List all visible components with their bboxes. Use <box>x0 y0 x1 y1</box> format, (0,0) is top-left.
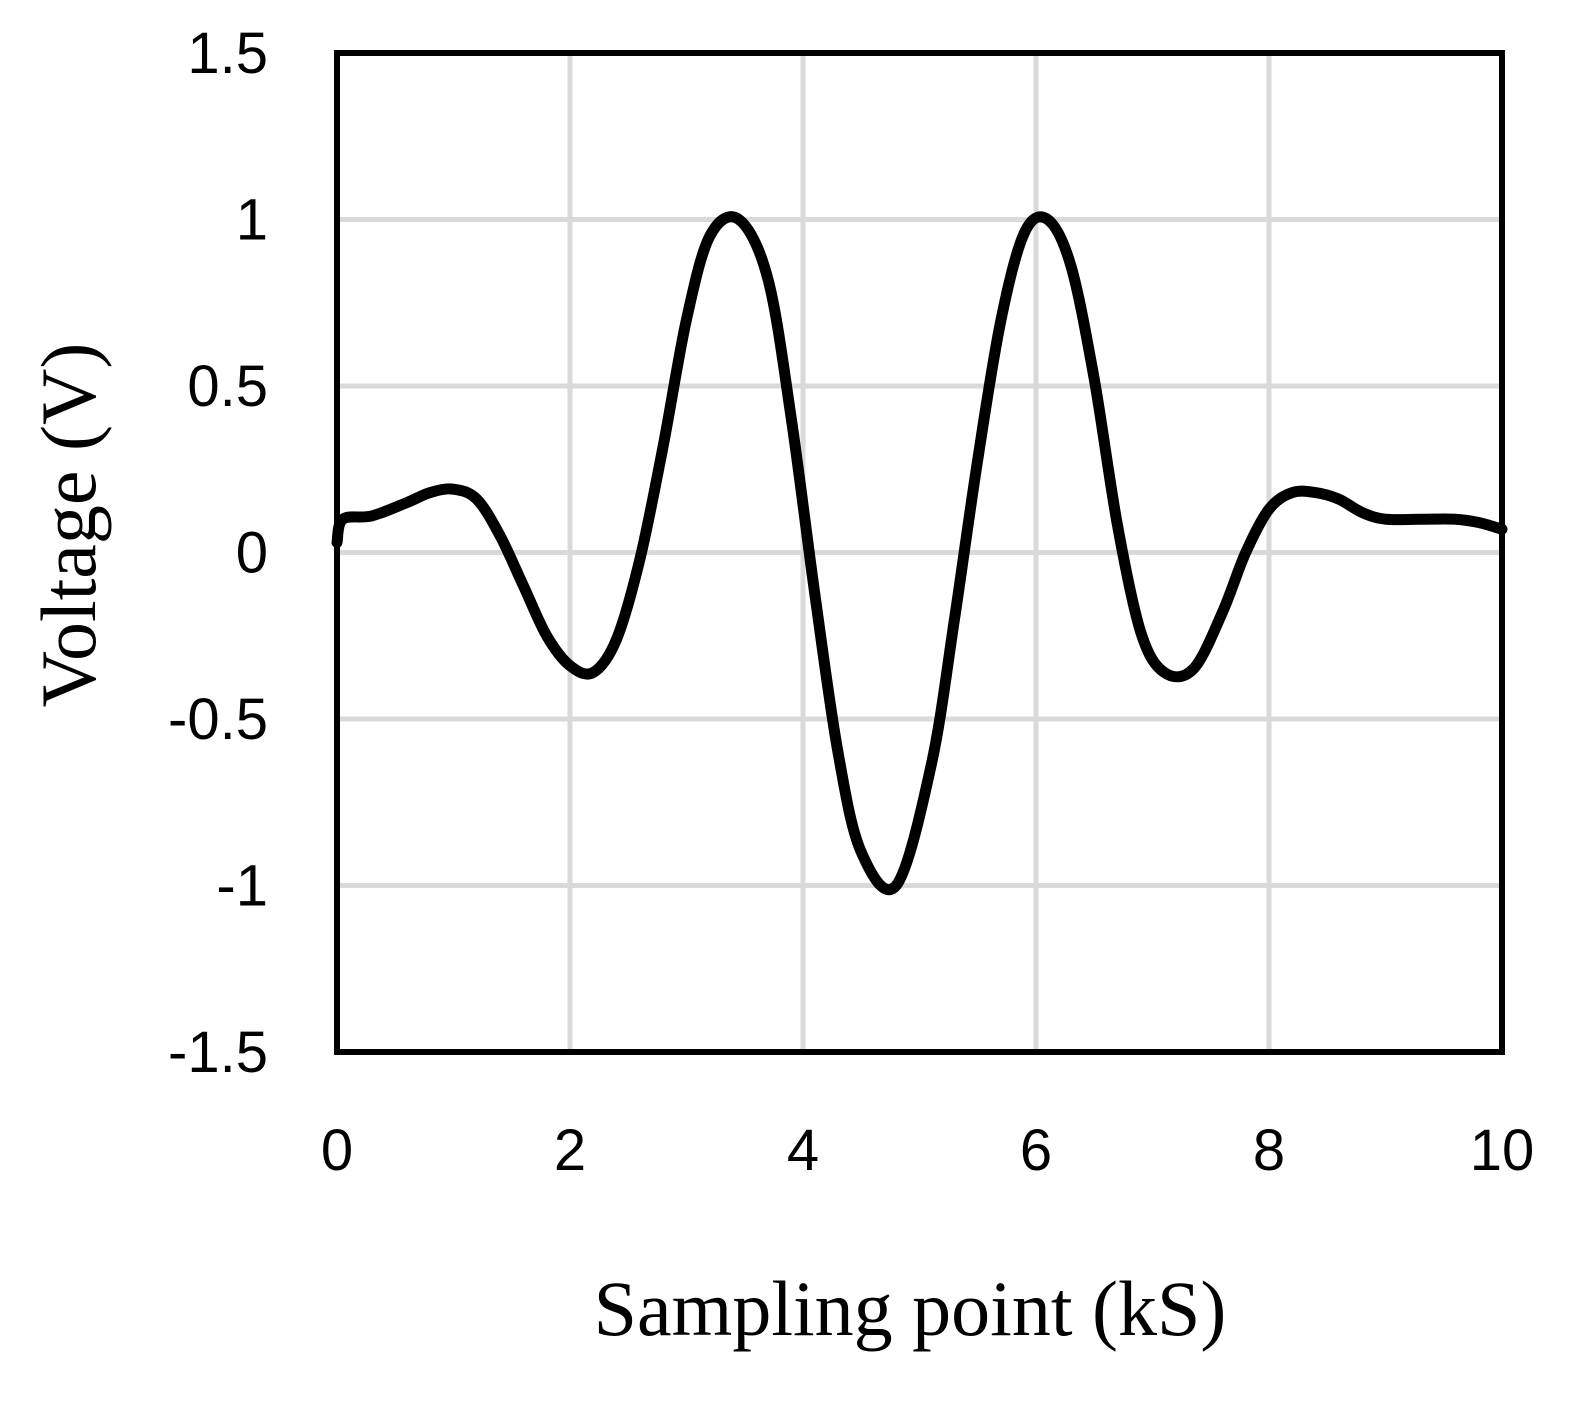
x-tick-label: 0 <box>321 1118 353 1183</box>
x-tick-label: 2 <box>554 1118 586 1183</box>
series-line-voltage <box>331 211 1508 896</box>
y-tick-label: -1.5 <box>168 1020 268 1085</box>
plot-frame <box>334 50 1505 1055</box>
x-tick-label: 10 <box>1470 1118 1535 1183</box>
x-tick-label: 6 <box>1020 1118 1052 1183</box>
x-tick-label: 8 <box>1253 1118 1285 1183</box>
y-tick-label: 0 <box>236 521 268 586</box>
x-axis-ticks: 0 2 4 6 8 10 <box>321 1118 1534 1183</box>
y-tick-label: 1.5 <box>187 21 268 86</box>
y-axis-ticks: 1.5 1 0.5 0 -0.5 -1 -1.5 <box>168 21 268 1085</box>
x-tick-label: 4 <box>787 1118 819 1183</box>
y-tick-label: 0.5 <box>187 354 268 419</box>
x-axis-title: Sampling point (kS) <box>594 1265 1227 1352</box>
y-tick-label: 1 <box>236 188 268 253</box>
y-tick-label: -1 <box>216 854 268 919</box>
y-axis-title: Voltage (V) <box>25 343 112 708</box>
y-tick-label: -0.5 <box>168 687 268 752</box>
